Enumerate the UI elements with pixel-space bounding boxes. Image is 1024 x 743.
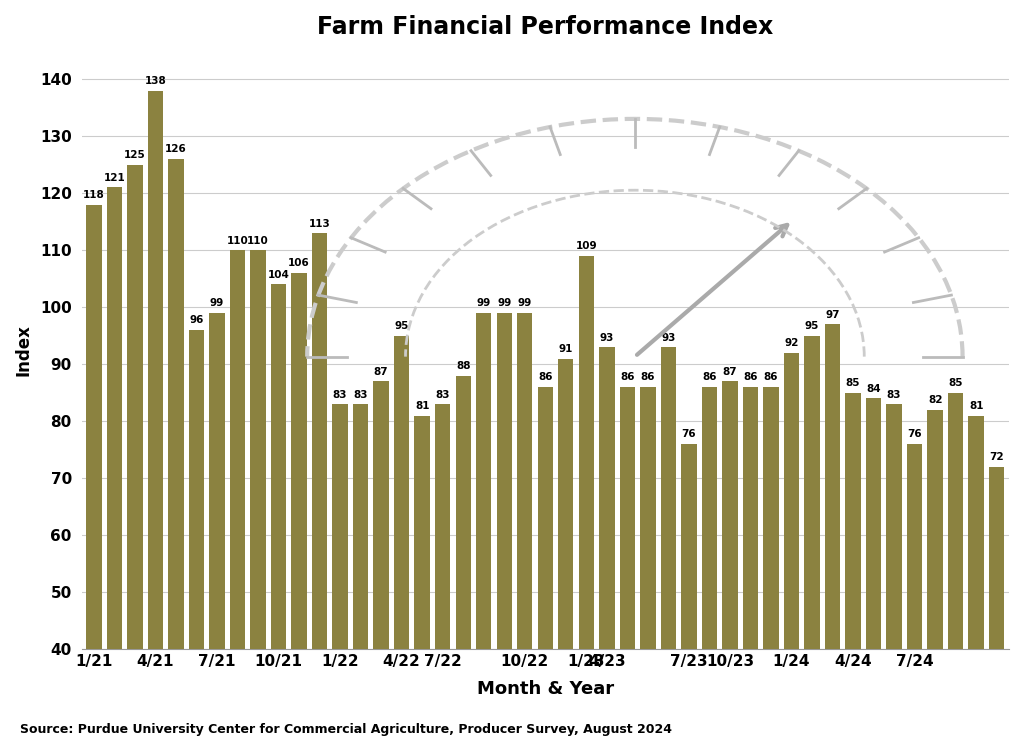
Text: 83: 83 xyxy=(887,389,901,400)
Text: 99: 99 xyxy=(517,299,531,308)
Bar xyxy=(887,404,902,743)
Text: 86: 86 xyxy=(621,372,635,383)
Text: 81: 81 xyxy=(415,401,429,411)
Bar xyxy=(558,359,573,743)
Text: 121: 121 xyxy=(103,173,125,183)
Bar xyxy=(620,387,635,743)
Text: 97: 97 xyxy=(825,310,840,319)
Bar xyxy=(168,159,183,743)
Bar xyxy=(147,91,163,743)
Text: 110: 110 xyxy=(247,236,269,246)
Bar xyxy=(989,467,1005,743)
Bar xyxy=(538,387,553,743)
Text: 99: 99 xyxy=(210,299,224,308)
Bar xyxy=(476,313,492,743)
Bar xyxy=(599,347,614,743)
Y-axis label: Index: Index xyxy=(15,324,33,376)
Bar xyxy=(701,387,717,743)
Bar xyxy=(353,404,369,743)
Bar xyxy=(866,398,882,743)
Text: 93: 93 xyxy=(600,333,614,343)
Bar xyxy=(394,336,410,743)
Bar xyxy=(722,381,737,743)
Bar xyxy=(333,404,348,743)
Text: Source: Purdue University Center for Commercial Agriculture, Producer Survey, Au: Source: Purdue University Center for Com… xyxy=(20,723,673,736)
Bar xyxy=(86,204,101,743)
Text: 91: 91 xyxy=(559,344,573,354)
Text: 118: 118 xyxy=(83,190,104,200)
Bar xyxy=(188,330,204,743)
Bar xyxy=(846,393,861,743)
Bar xyxy=(825,325,841,743)
Text: 84: 84 xyxy=(866,384,881,394)
Title: Farm Financial Performance Index: Farm Financial Performance Index xyxy=(317,15,773,39)
Bar xyxy=(783,353,799,743)
Text: 99: 99 xyxy=(497,299,511,308)
Bar xyxy=(497,313,512,743)
Text: 86: 86 xyxy=(641,372,655,383)
Bar xyxy=(312,233,328,743)
Text: 86: 86 xyxy=(764,372,778,383)
Text: 86: 86 xyxy=(743,372,758,383)
Text: 99: 99 xyxy=(476,299,490,308)
Text: 126: 126 xyxy=(165,144,186,155)
Text: 72: 72 xyxy=(989,452,1004,462)
Bar xyxy=(415,415,430,743)
Bar xyxy=(579,256,594,743)
Text: 83: 83 xyxy=(333,389,347,400)
Text: 86: 86 xyxy=(538,372,553,383)
Text: 86: 86 xyxy=(702,372,717,383)
Text: 125: 125 xyxy=(124,150,145,160)
Bar xyxy=(127,165,142,743)
Bar xyxy=(948,393,964,743)
Bar xyxy=(292,273,307,743)
Bar xyxy=(435,404,451,743)
Bar xyxy=(907,444,923,743)
Text: 83: 83 xyxy=(435,389,450,400)
Text: 138: 138 xyxy=(144,76,166,86)
Text: 83: 83 xyxy=(353,389,368,400)
Text: 81: 81 xyxy=(969,401,983,411)
Text: 87: 87 xyxy=(374,367,388,377)
Bar xyxy=(804,336,820,743)
Text: 106: 106 xyxy=(288,259,310,268)
Bar xyxy=(270,285,287,743)
Text: 95: 95 xyxy=(394,321,409,331)
Bar xyxy=(456,376,471,743)
Bar xyxy=(763,387,778,743)
Text: 85: 85 xyxy=(846,378,860,388)
Text: 92: 92 xyxy=(784,338,799,348)
X-axis label: Month & Year: Month & Year xyxy=(477,681,613,698)
Text: 88: 88 xyxy=(456,361,470,371)
Text: 82: 82 xyxy=(928,395,942,405)
Bar xyxy=(681,444,696,743)
Bar xyxy=(640,387,655,743)
Bar xyxy=(660,347,676,743)
Bar xyxy=(374,381,389,743)
Text: 96: 96 xyxy=(189,316,204,325)
Text: 87: 87 xyxy=(723,367,737,377)
Bar xyxy=(517,313,532,743)
Bar xyxy=(250,250,265,743)
Bar xyxy=(969,415,984,743)
Text: 76: 76 xyxy=(682,429,696,440)
Bar xyxy=(106,187,122,743)
Text: 109: 109 xyxy=(575,241,597,251)
Text: 95: 95 xyxy=(805,321,819,331)
Bar xyxy=(209,313,224,743)
Bar xyxy=(928,410,943,743)
Text: 93: 93 xyxy=(662,333,676,343)
Bar xyxy=(229,250,245,743)
Text: 104: 104 xyxy=(267,270,290,280)
Bar xyxy=(742,387,758,743)
Text: 113: 113 xyxy=(308,218,331,229)
Text: 85: 85 xyxy=(948,378,963,388)
Text: 110: 110 xyxy=(226,236,249,246)
Text: 76: 76 xyxy=(907,429,922,440)
